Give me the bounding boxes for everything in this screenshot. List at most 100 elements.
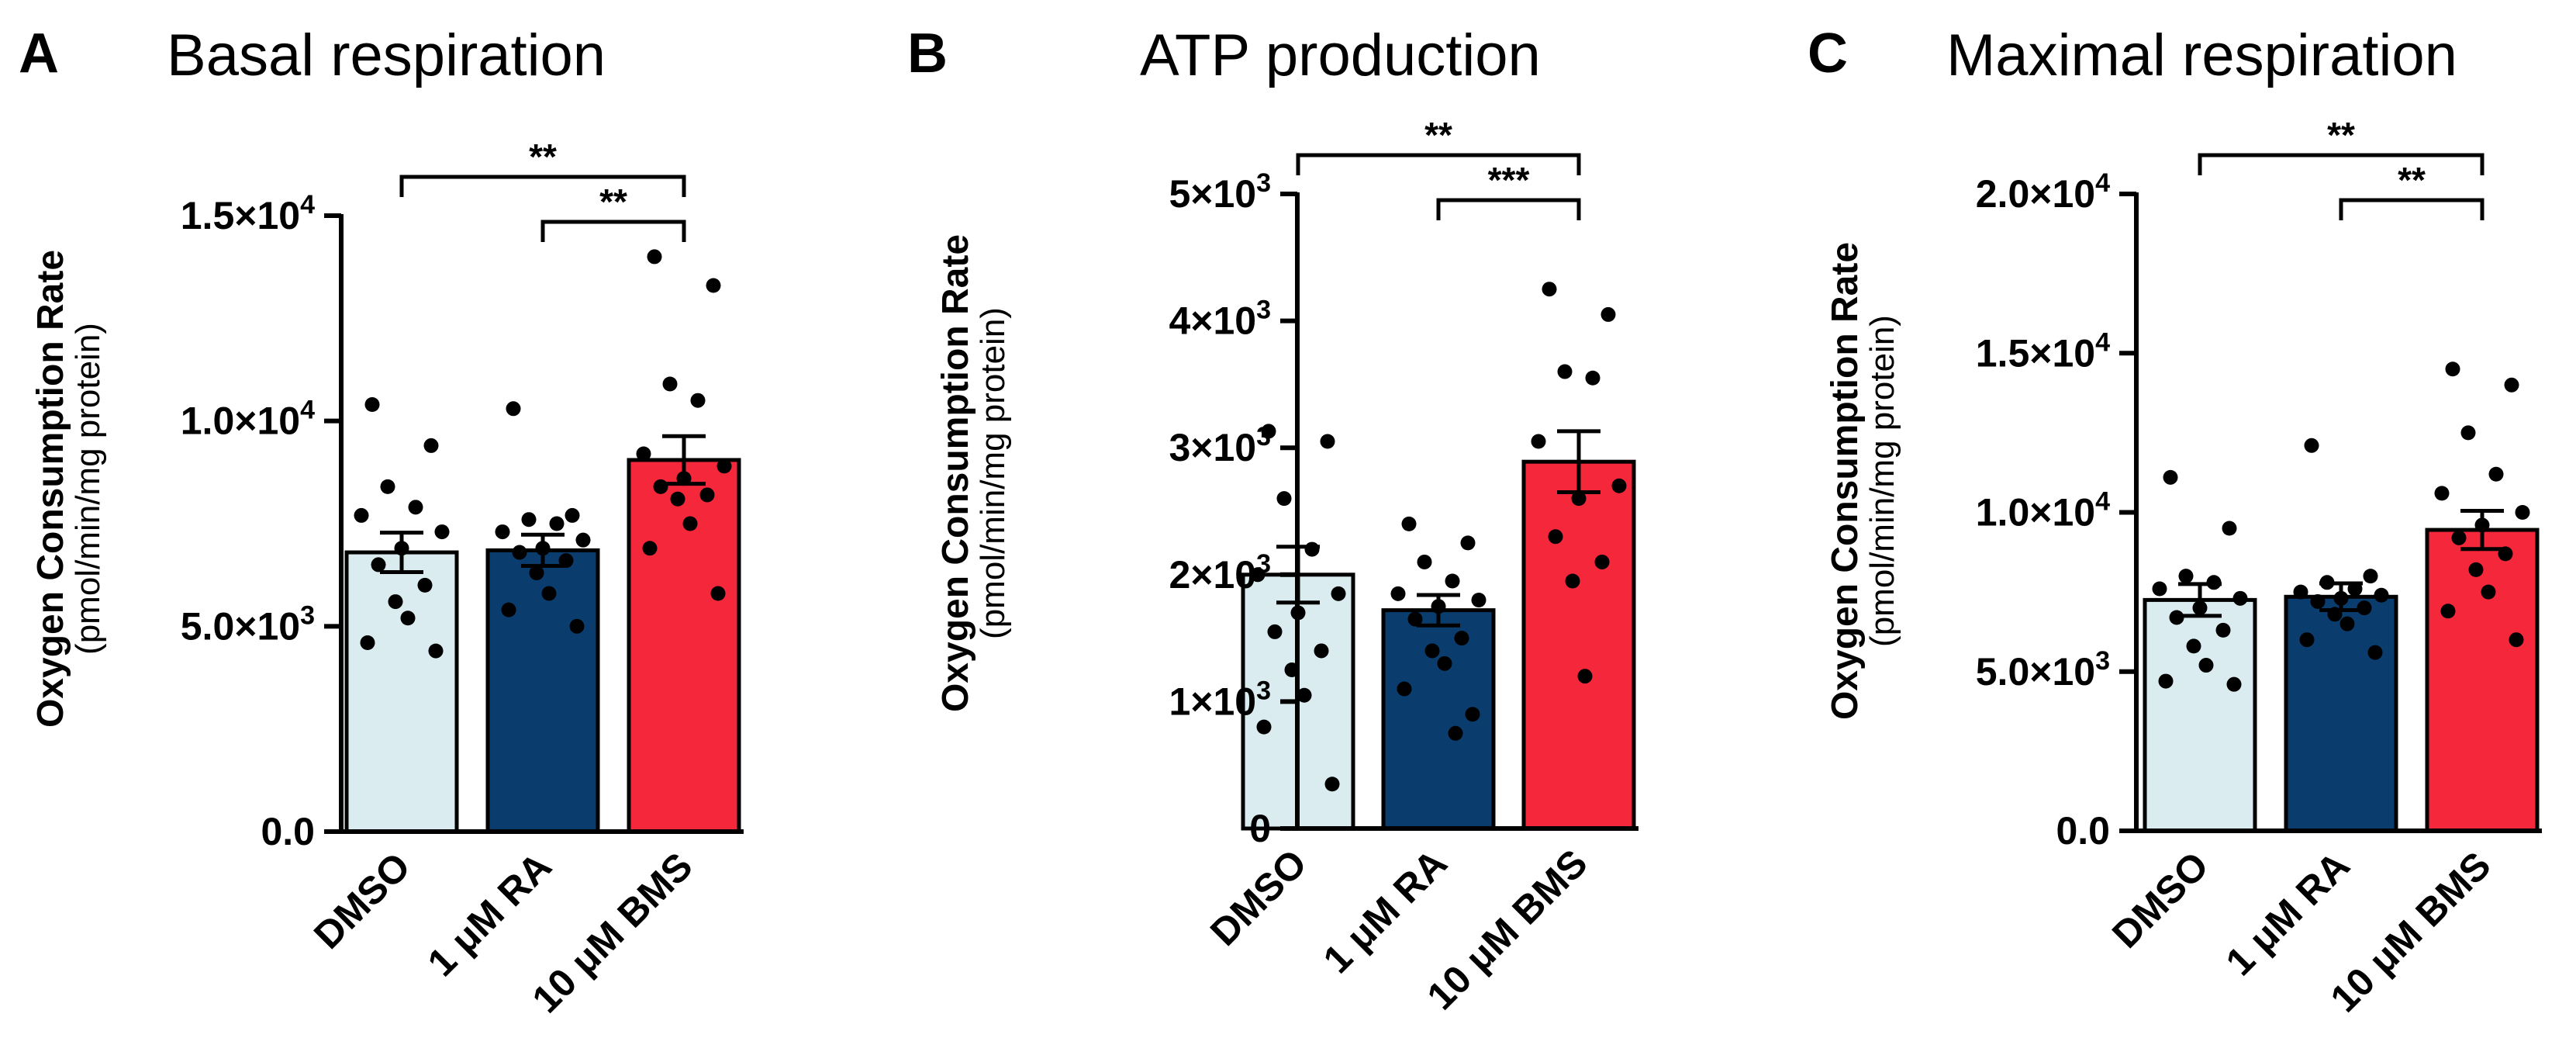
data-point-dmso — [354, 507, 369, 523]
data-point-ra — [1460, 535, 1476, 551]
data-point-dmso — [2178, 569, 2194, 584]
data-point-dmso — [2186, 638, 2201, 654]
data-point-dmso — [1314, 643, 1329, 659]
x-tick-label-dmso: DMSO — [306, 844, 419, 957]
y-tick-label: 0.0 — [261, 810, 315, 853]
data-point-ra — [529, 566, 544, 581]
data-point-ra — [1437, 656, 1452, 671]
data-point-dmso — [364, 396, 380, 412]
y-tick-label: 5.0×103 — [1976, 646, 2110, 694]
significance-label: *** — [1488, 160, 1530, 200]
significance-label: ** — [599, 182, 627, 222]
significance-bracket — [2339, 198, 2484, 220]
significance-label: ** — [529, 137, 557, 177]
y-tick-label: 1.0×104 — [181, 396, 315, 443]
data-point-dmso — [428, 643, 444, 659]
data-point-bms — [706, 278, 721, 293]
data-point-dmso — [371, 557, 386, 573]
significance-bracket — [399, 175, 686, 197]
y-axis-title-a: Oxygen Consumption Rate — [30, 249, 71, 728]
y-tick-label: 5×103 — [1169, 168, 1271, 216]
panel-b: 0 1×103 2×103 3×103 4×103 5×103 DMSO 1 μM RA 10 … — [858, 0, 1717, 1062]
panel-title-b: ATP production — [1140, 22, 1541, 88]
y-tick-label: 0 — [1249, 807, 1271, 850]
data-point-dmso — [417, 577, 433, 593]
bar-ra — [2284, 594, 2398, 833]
data-point-bms — [1542, 282, 1557, 297]
bar-bms — [2425, 528, 2540, 833]
bar-dmso — [2143, 597, 2257, 833]
data-point-bms — [2488, 466, 2504, 482]
data-point-dmso — [1297, 687, 1312, 703]
data-point-bms — [2509, 632, 2524, 648]
data-point-bms — [2445, 361, 2460, 377]
data-point-dmso — [2215, 622, 2231, 638]
data-point-bms — [647, 249, 662, 265]
bar-bms — [1521, 459, 1636, 831]
data-point-dmso — [2158, 673, 2174, 689]
data-point-bms — [2460, 425, 2476, 441]
panel-letter-a: A — [19, 22, 59, 85]
data-point-bms — [1594, 554, 1610, 569]
data-point-bms — [1531, 434, 1546, 449]
data-point-ra — [1407, 611, 1423, 627]
data-point-bms — [682, 516, 698, 531]
chart-c: 0.0 5.0×103 1.0×104 1.5×104 2.0×104 DMSO 1 μM … — [1976, 115, 2542, 1020]
data-point-dmso — [1267, 624, 1283, 639]
y-tick-label: 1.5×104 — [1976, 327, 2110, 375]
data-point-ra — [2299, 632, 2315, 648]
data-point-bms — [662, 376, 678, 392]
data-point-bms — [1565, 573, 1580, 589]
data-point-bms — [1585, 370, 1601, 386]
data-point-dmso — [2222, 521, 2237, 536]
data-point-ra — [2363, 569, 2378, 584]
data-point-ra — [521, 512, 537, 528]
data-point-dmso — [1304, 541, 1320, 557]
panel-title-c: Maximal respiration — [1946, 22, 2457, 88]
data-point-dmso — [434, 524, 450, 540]
data-point-bms — [642, 541, 658, 556]
data-point-ra — [1401, 516, 1417, 531]
data-point-bms — [1571, 491, 1587, 507]
y-axis-label-a: Oxygen Consumption Rate (pmol/min/mg pro… — [30, 249, 107, 728]
data-point-dmso — [1331, 586, 1346, 601]
data-point-dmso — [400, 611, 416, 626]
y-axis-label-c: Oxygen Consumption Rate (pmol/min/mg pro… — [1825, 241, 1901, 721]
data-point-ra — [565, 507, 580, 523]
y-tick-label: 5.0×103 — [181, 600, 315, 648]
data-point-ra — [549, 516, 565, 531]
panel-a: 0.0 5.0×103 1.0×104 1.5×104 DMSO 1 μM RA 10 μM… — [0, 0, 858, 1062]
significance-label: ** — [1424, 115, 1452, 155]
significance-bracket — [1296, 153, 1581, 175]
data-point-dmso — [1276, 491, 1292, 507]
significance-label: ** — [2327, 115, 2355, 155]
data-point-dmso — [1320, 434, 1335, 449]
y-tick-label: 1.5×104 — [181, 190, 315, 237]
data-point-ra — [1417, 554, 1432, 569]
data-point-bms — [2468, 562, 2484, 577]
data-point-bms — [2504, 377, 2519, 393]
data-point-ra — [1448, 725, 1463, 741]
data-point-ra — [2304, 438, 2319, 453]
x-tick-label-dmso: DMSO — [1202, 841, 1315, 954]
data-point-ra — [1465, 707, 1480, 722]
data-point-bms — [670, 491, 685, 507]
significance-bracket — [2198, 153, 2484, 175]
data-point-bms — [1611, 478, 1627, 493]
data-point-ra — [512, 545, 527, 560]
data-point-bms — [2440, 604, 2456, 619]
y-tick-label: 1×103 — [1169, 676, 1271, 723]
data-point-ra — [1397, 681, 1412, 697]
data-point-bms — [653, 479, 668, 494]
y-tick-label: 2×103 — [1169, 549, 1271, 597]
bar-dmso — [344, 550, 459, 834]
data-point-dmso — [423, 438, 439, 453]
y-axis-title-c: Oxygen Consumption Rate — [1825, 241, 1866, 721]
bar-bms — [627, 458, 741, 834]
data-point-dmso — [2198, 658, 2214, 673]
data-point-ra — [1445, 573, 1460, 589]
x-tick-label-ra: 1 μM RA — [1315, 841, 1455, 981]
y-axis-unit-a: (pmol/min/mg protein) — [69, 323, 107, 655]
